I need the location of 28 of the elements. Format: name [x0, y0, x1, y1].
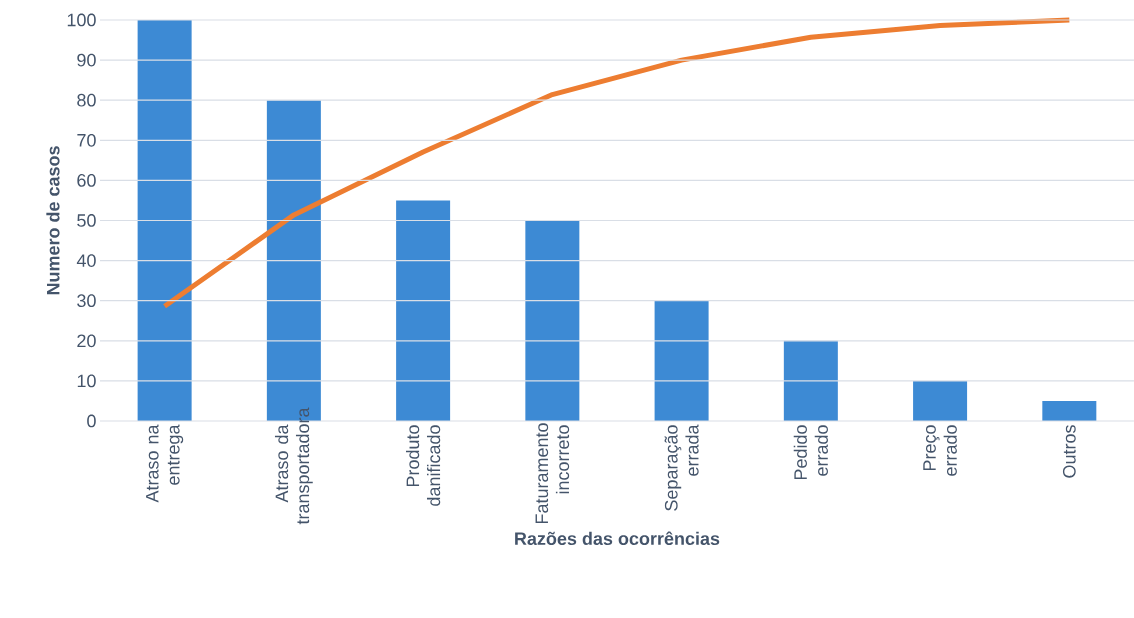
bar	[654, 300, 709, 421]
x-tick-label: Preço errado	[923, 425, 957, 476]
y-axis-title: Numero de casos	[46, 146, 60, 295]
x-tick-label: Separação errada	[664, 424, 699, 511]
x-tick-label: Atraso na entrega	[146, 424, 184, 503]
x-tick-label: Produto danificado	[406, 425, 441, 506]
y-tick-label: 60	[77, 174, 96, 187]
bar	[913, 380, 968, 421]
x-axis-title: Razões das ocorrências	[515, 531, 720, 546]
y-tick-label: 50	[77, 214, 96, 227]
x-tick-label: Pedido errado	[793, 425, 828, 480]
y-tick-label: 100	[67, 13, 96, 27]
y-tick-label: 40	[76, 254, 96, 267]
y-tick-label: 20	[77, 334, 96, 348]
y-tick-label: 90	[77, 53, 96, 67]
y-tick-label: 0	[87, 414, 96, 428]
x-tick-label: Atraso da transportadora	[274, 407, 313, 525]
bar	[1042, 400, 1097, 421]
bar	[525, 220, 580, 421]
x-tick-label: Outros	[1062, 425, 1076, 478]
y-tick-label: 80	[77, 93, 96, 107]
bar	[137, 19, 192, 421]
y-tick-label: 10	[77, 374, 96, 388]
y-tick-label: 70	[77, 133, 96, 147]
x-tick-label: Faturamento incorreto	[535, 423, 570, 524]
y-tick-label: 30	[77, 294, 96, 308]
bar	[783, 340, 838, 421]
bar	[396, 200, 451, 421]
